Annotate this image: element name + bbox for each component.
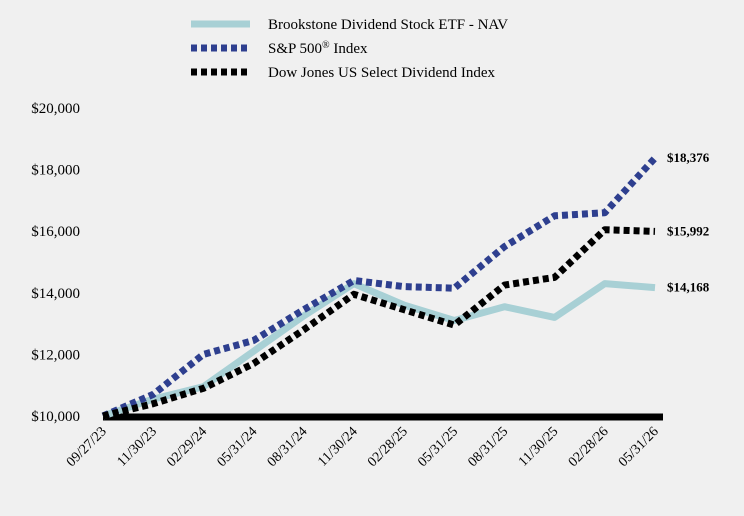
legend-label-2: Dow Jones US Select Dividend Index <box>268 65 496 81</box>
legend-label-1: S&P 500® Index <box>268 40 368 57</box>
x-tick-label: 05/31/26 <box>616 424 662 470</box>
y-tick-label: $12,000 <box>31 347 80 363</box>
series-line-2 <box>102 226 656 420</box>
y-tick-label: $20,000 <box>31 101 80 117</box>
legend-label-0: Brookstone Dividend Stock ETF - NAV <box>268 17 508 33</box>
end-label-0: $14,168 <box>667 280 710 295</box>
x-tick-label: 05/31/24 <box>215 424 261 470</box>
x-tick-label: 09/27/23 <box>64 424 110 470</box>
series-line-0 <box>101 280 656 420</box>
y-axis: $10,000 $12,000 $14,000 $16,000 $18,000 $20,0… <box>31 101 80 425</box>
series-lines <box>101 155 658 420</box>
x-tick-label: 02/28/25 <box>365 424 411 470</box>
end-value-labels: $14,168 $18,376 $15,992 <box>667 150 710 295</box>
series-line-1 <box>101 155 658 420</box>
x-tick-label: 11/30/23 <box>115 424 160 469</box>
x-tick-label: 11/30/24 <box>315 424 360 469</box>
y-tick-label: $18,000 <box>31 163 80 179</box>
x-tick-label: 02/28/26 <box>566 424 612 470</box>
y-tick-label: $14,000 <box>31 286 80 302</box>
x-tick-label: 08/31/24 <box>265 424 311 470</box>
end-label-2: $15,992 <box>667 223 709 238</box>
x-tick-label: 05/31/25 <box>415 424 461 470</box>
end-label-1: $18,376 <box>667 150 710 165</box>
x-tick-label: 08/31/25 <box>465 424 511 470</box>
y-tick-label: $10,000 <box>31 409 80 425</box>
x-axis: 09/27/23 11/30/23 02/29/24 05/31/24 08/31/24… <box>64 413 663 470</box>
x-tick-label: 02/29/24 <box>164 424 210 470</box>
y-tick-label: $16,000 <box>31 224 80 240</box>
chart-legend: Brookstone Dividend Stock ETF - NAV S&P 5… <box>191 17 508 81</box>
x-tick-label: 11/30/25 <box>516 424 561 469</box>
